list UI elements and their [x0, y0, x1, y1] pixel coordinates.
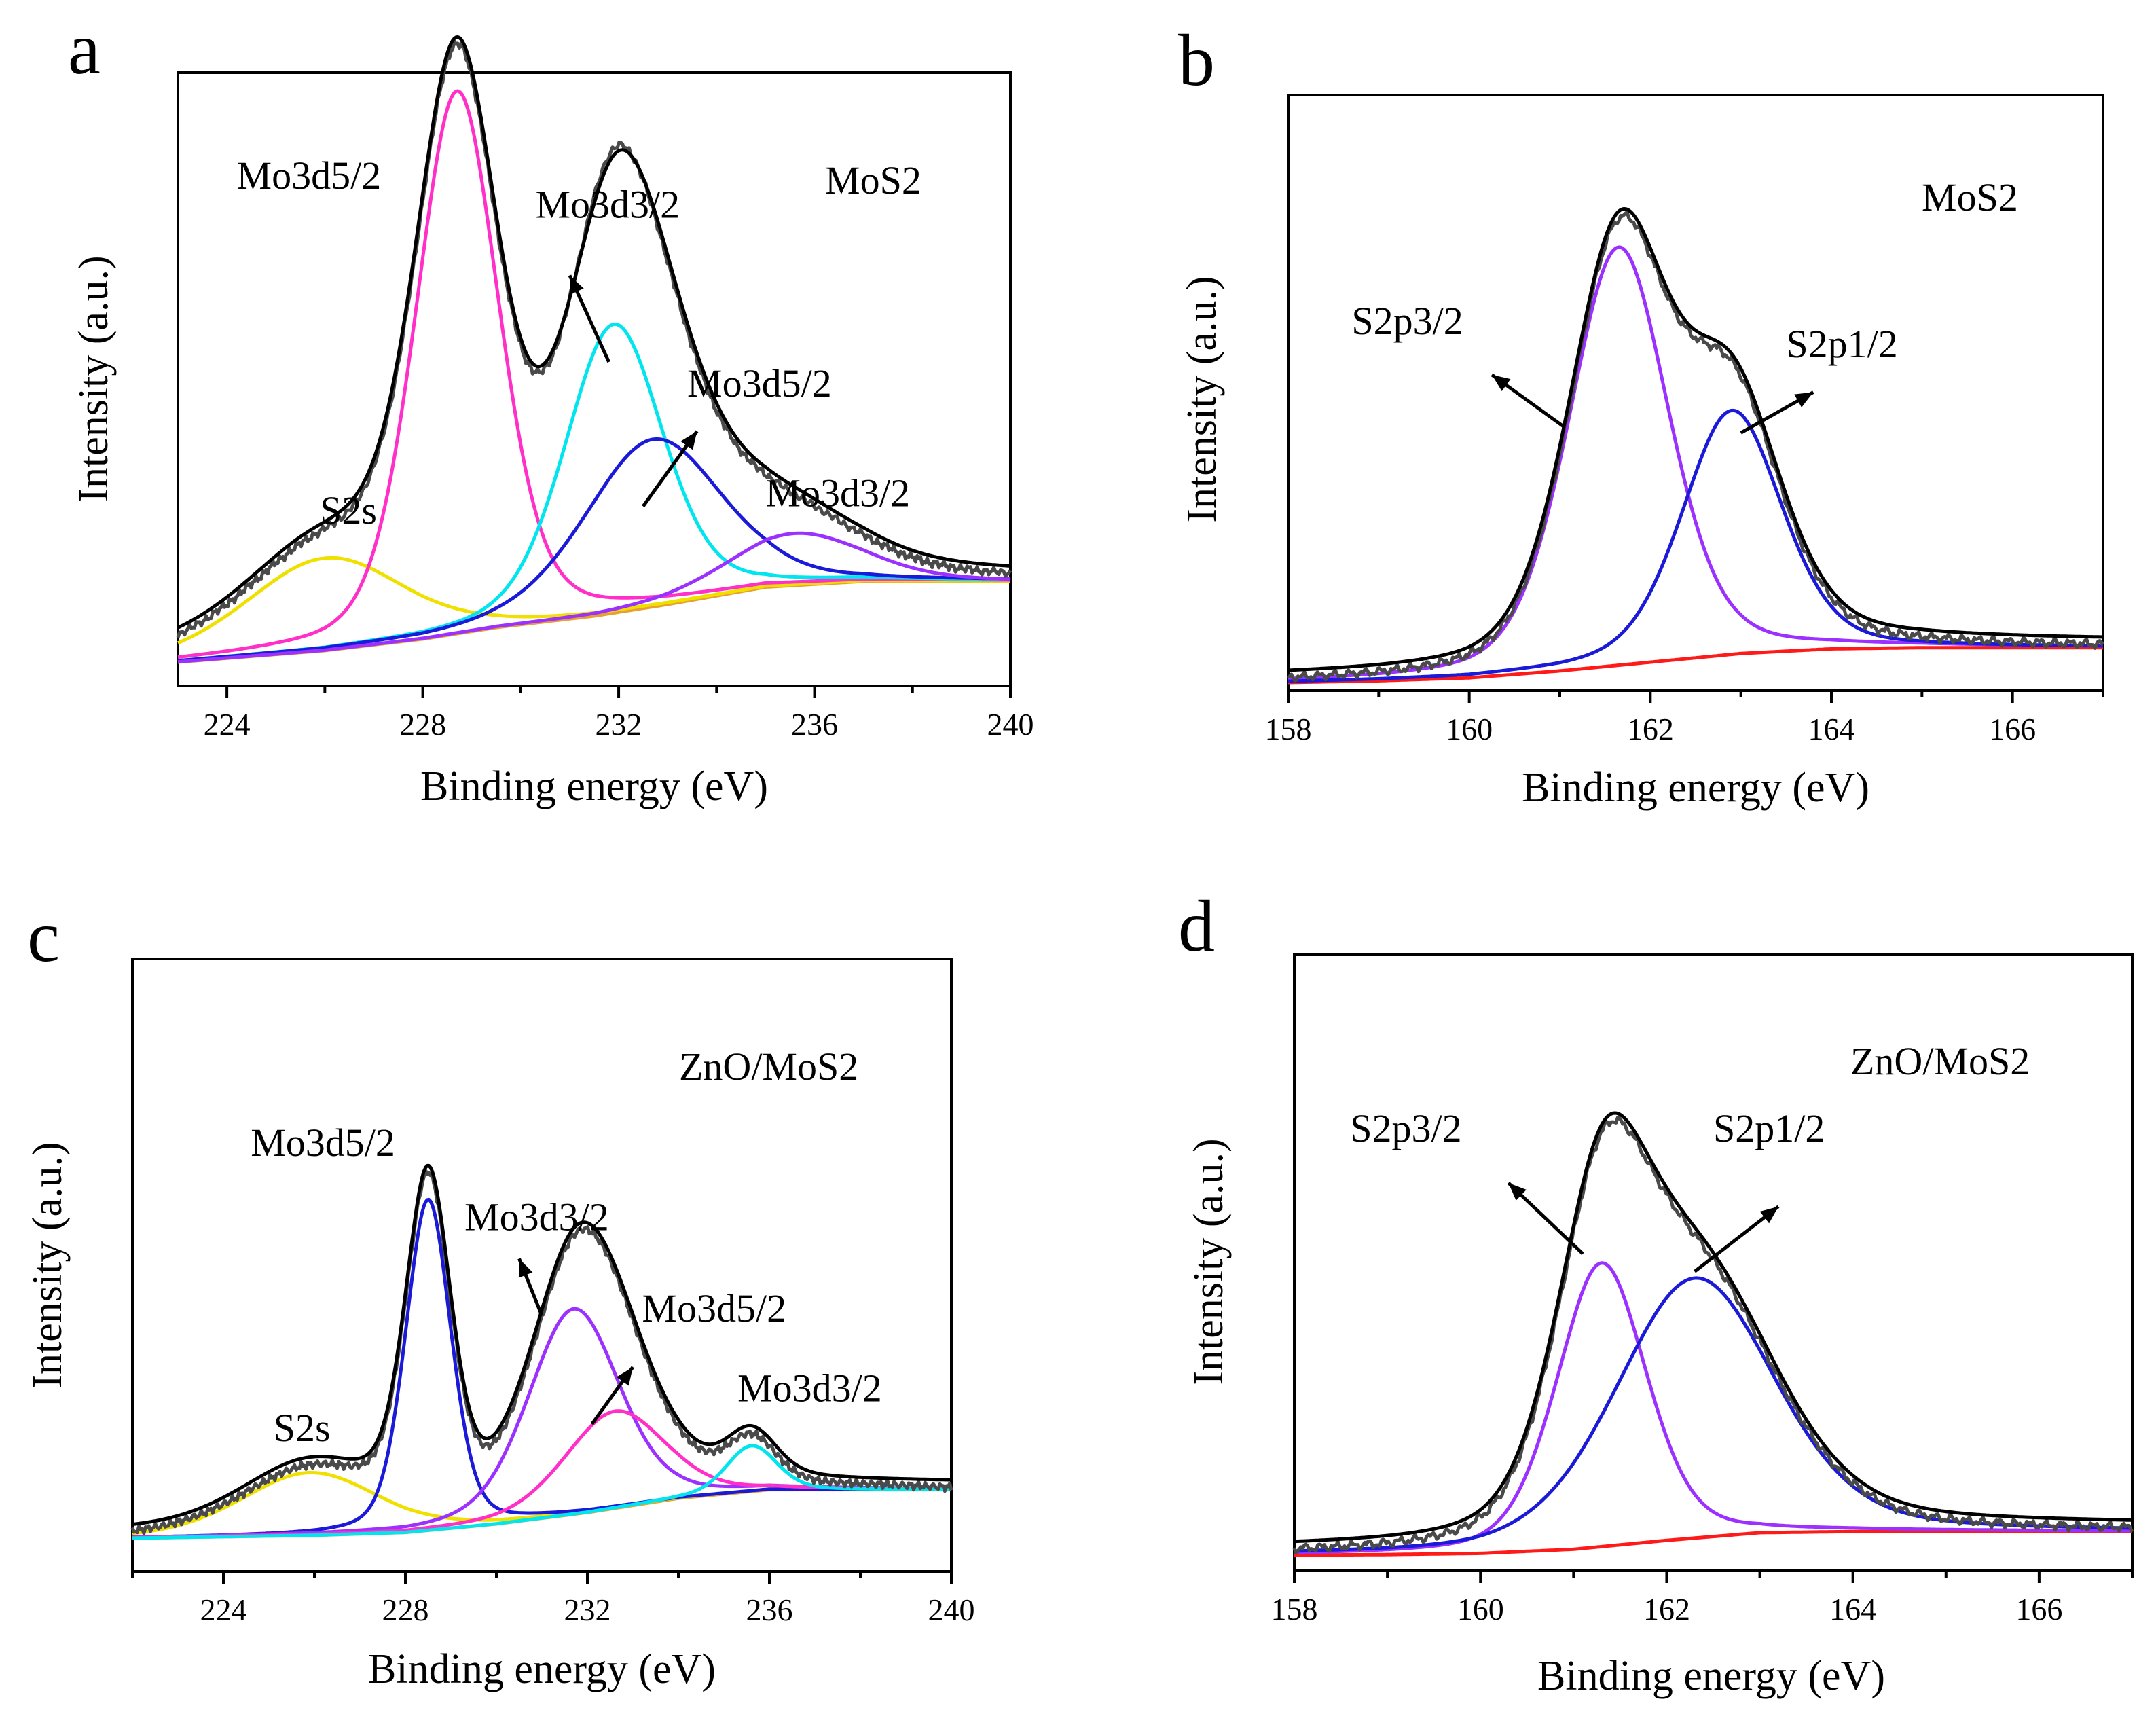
fit-peak-4: [177, 531, 1011, 664]
annotations: S2s Mo3d5/2 Mo3d3/2 Mo3d5/2 Mo3d3/2: [237, 153, 911, 532]
plot-frame: [177, 71, 1012, 687]
peak-annotation: Mo3d3/2: [535, 183, 680, 227]
y-axis-title: Intensity (a.u.): [1186, 1138, 1232, 1385]
x-tick-label: 158: [1271, 1592, 1318, 1626]
x-tick-label: 166: [2015, 1592, 2062, 1626]
x-tick-label: 162: [1627, 712, 1674, 746]
x-tick-label: 158: [1265, 712, 1312, 746]
sample-label: ZnO/MoS2: [679, 1044, 858, 1089]
x-tick-label: 160: [1446, 712, 1493, 746]
spectra: [176, 35, 1012, 664]
x-tick-label: 232: [564, 1592, 611, 1627]
x-tick-label: 224: [200, 1592, 247, 1627]
fit-peak-3: [177, 437, 1011, 663]
x-tick-label: 224: [204, 707, 251, 742]
spectra: [1292, 1111, 2134, 1557]
annotations: S2p3/2 S2p1/2: [1351, 299, 1898, 435]
peak-annotation: Mo3d5/2: [642, 1286, 786, 1330]
panel-letter-b: b: [1178, 20, 1215, 101]
plot-frame: [1293, 953, 2134, 1572]
sample-label: MoS2: [825, 158, 921, 202]
peak-annotation: S2s: [320, 488, 377, 532]
fit-envelope: [132, 1163, 952, 1526]
peak-annotation: S2p1/2: [1713, 1106, 1825, 1150]
fit-peak-2: [132, 1307, 952, 1540]
x-tick-label: 166: [1989, 712, 2036, 746]
plot-frame: [1287, 94, 2104, 692]
raw-spectrum: [1287, 210, 2105, 682]
x-tick-label: 160: [1457, 1592, 1504, 1626]
arrow-head: [569, 275, 584, 295]
y-axis-title: Intensity (a.u.): [24, 1142, 71, 1388]
x-axis-title: Binding energy (eV): [420, 763, 768, 809]
panel-a: a 224 228 232 236 240 S2s Mo3d5/2 Mo3d3/2 Mo3d5…: [68, 9, 1034, 809]
arrow-head: [1794, 392, 1814, 407]
arrow-head: [518, 1258, 533, 1278]
fit-peak-0: [1294, 1261, 2132, 1554]
plot-frame: [131, 958, 953, 1573]
peak-annotation: Mo3d5/2: [687, 361, 832, 405]
peak-annotation: S2s: [274, 1406, 331, 1450]
arrow-head: [1508, 1182, 1527, 1201]
y-axis-title: Intensity (a.u.): [71, 255, 117, 502]
x-ticks: 158 160 162 164 166: [1271, 1571, 2134, 1626]
fit-envelope: [1287, 207, 2104, 672]
x-ticks: 224 228 232 236 240: [131, 1571, 975, 1627]
panel-letter-a: a: [68, 9, 101, 90]
fit-peak-0: [177, 556, 1010, 645]
peak-annotation: Mo3d3/2: [464, 1195, 609, 1239]
arrow-head: [1492, 374, 1511, 391]
x-tick-label: 228: [382, 1592, 429, 1627]
raw-spectrum: [1292, 1116, 2134, 1555]
annotations: S2p3/2 S2p1/2: [1350, 1106, 1825, 1273]
sample-label: ZnO/MoS2: [1850, 1039, 2030, 1083]
y-axis-title: Intensity (a.u.): [1179, 276, 1225, 522]
peak-annotation: Mo3d3/2: [765, 471, 910, 515]
x-tick-label: 228: [399, 707, 446, 742]
x-axis-title: Binding energy (eV): [1522, 765, 1869, 811]
fit-peak-1: [1287, 408, 2104, 683]
peak-annotation: Mo3d5/2: [251, 1121, 395, 1165]
x-axis-title: Binding energy (eV): [368, 1646, 716, 1692]
x-ticks: 158 160 162 164 166: [1265, 691, 2104, 746]
arrow-head: [680, 431, 697, 450]
panel-letter-d: d: [1178, 886, 1215, 967]
raw-spectrum: [176, 39, 1012, 638]
annotation-arrow: [1694, 1205, 1780, 1273]
fit-peak-4: [132, 1444, 952, 1540]
peak-annotation: S2p1/2: [1786, 322, 1897, 366]
background-line: [1287, 646, 2104, 685]
x-tick-label: 236: [791, 707, 838, 742]
arrow-head: [616, 1367, 633, 1386]
panel-d: d 158 160 162 164 166 S2p3/2 S2p1/2 Binding e…: [1178, 886, 2134, 1699]
x-tick-label: 232: [596, 707, 642, 742]
peak-annotation: Mo3d3/2: [737, 1366, 882, 1410]
x-tick-label: 240: [928, 1592, 975, 1627]
x-axis-title: Binding energy (eV): [1537, 1653, 1885, 1699]
x-tick-label: 164: [1829, 1592, 1876, 1626]
x-tick-label: 162: [1643, 1592, 1690, 1626]
sample-label: MoS2: [1922, 175, 2018, 219]
x-tick-label: 164: [1808, 712, 1855, 746]
background-line: [1294, 1529, 2132, 1557]
peak-annotation: S2p3/2: [1351, 299, 1463, 343]
x-tick-label: 240: [987, 707, 1034, 742]
x-ticks: 224 228 232 236 240: [204, 686, 1034, 742]
peak-annotation: Mo3d5/2: [237, 153, 382, 198]
fit-envelope: [177, 35, 1011, 630]
panel-c: c 224 228 232 236 240 S2s Mo3d5/2 Mo3d3/2 Mo3d5…: [24, 896, 975, 1692]
arrow-head: [1759, 1206, 1778, 1224]
fit-envelope: [1294, 1111, 2132, 1544]
panel-letter-c: c: [27, 896, 60, 977]
peak-annotation: S2p3/2: [1350, 1106, 1461, 1150]
annotations: S2s Mo3d5/2 Mo3d3/2 Mo3d5/2 Mo3d3/2: [251, 1121, 882, 1450]
x-tick-label: 236: [746, 1592, 793, 1627]
fit-peak-1: [177, 89, 1010, 659]
spectra: [1287, 207, 2105, 685]
panel-b: b 158 160 162 164 166 S2p3/2 S2p1/2 Binding e…: [1178, 20, 2105, 811]
